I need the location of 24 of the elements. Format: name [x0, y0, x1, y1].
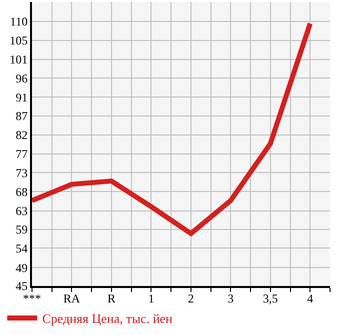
x-tick-label: 2 — [188, 291, 194, 306]
y-tick-label: 87 — [16, 109, 28, 124]
y-tick-label: 101 — [10, 52, 28, 67]
y-tick-label: 59 — [16, 222, 28, 237]
y-tick-label: 54 — [16, 241, 28, 256]
y-tick-label: 77 — [16, 146, 28, 161]
x-tick-label: R — [107, 291, 116, 306]
y-tick-label: 96 — [16, 71, 28, 86]
x-tick-label: RA — [63, 291, 80, 306]
y-tick-label: 82 — [16, 128, 28, 142]
x-tick-label: 1 — [148, 291, 154, 306]
x-tick-label: 4 — [307, 291, 314, 306]
x-tick-label: 3 — [228, 291, 234, 306]
y-tick-label: 105 — [10, 34, 28, 48]
y-tick-label: 73 — [16, 166, 28, 180]
y-tick-label: 110 — [10, 14, 28, 29]
y-tick-label: 68 — [16, 184, 28, 199]
legend-label: Средняя Цена, тыс. йен — [42, 311, 173, 326]
x-tick-label: *** — [23, 291, 41, 306]
y-tick-label: 91 — [16, 90, 28, 104]
y-tick-label: 49 — [16, 260, 28, 275]
y-tick-label: 45 — [16, 279, 28, 294]
x-tick-label: 3,5 — [262, 291, 278, 306]
y-tick-label: 63 — [16, 204, 28, 218]
